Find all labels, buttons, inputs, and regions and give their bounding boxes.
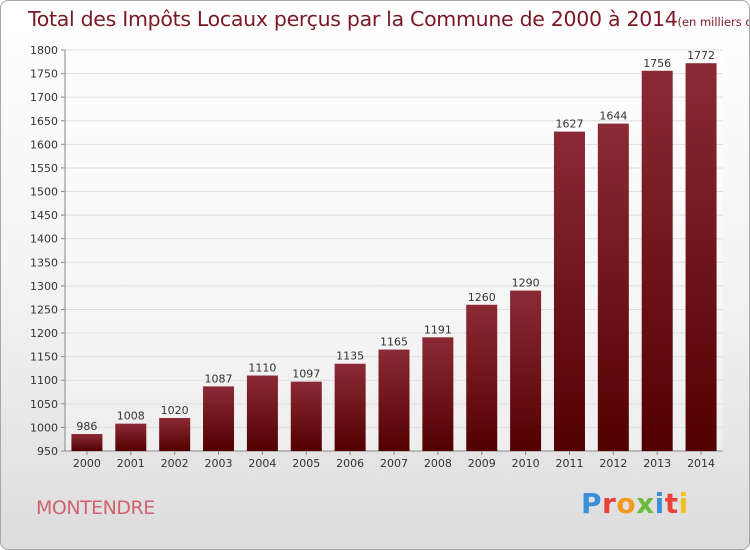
y-tick-label: 1350 [30, 256, 58, 269]
labels: 950 1000 1050 1100 1150 1200 1250 1300 1350 1400 1… [30, 44, 715, 470]
bar-2009 [466, 304, 498, 451]
y-tick-label: 1050 [30, 398, 58, 411]
bar-value-label: 1097 [292, 368, 320, 381]
x-tick-label: 2004 [248, 457, 276, 470]
bar-value-label: 1087 [205, 372, 233, 385]
bar-2001 [115, 423, 147, 451]
x-tick-label: 2009 [468, 457, 496, 470]
y-tick-label: 950 [37, 445, 58, 458]
logo-letter: P [581, 487, 603, 520]
x-tick-label: 2006 [336, 457, 364, 470]
x-tick-label: 2012 [599, 457, 627, 470]
x-tick-label: 2013 [643, 457, 671, 470]
bar-2006 [334, 363, 366, 451]
bar-value-label: 1020 [161, 404, 189, 417]
logo-letter: o [616, 487, 637, 520]
y-tick-label: 1300 [30, 280, 58, 293]
x-tick-label: 2001 [117, 457, 145, 470]
chart-title-text: Total des Impôts Locaux perçus par la Co… [28, 7, 678, 31]
bar-value-label: 1290 [512, 277, 540, 290]
bars [71, 63, 717, 452]
bar-value-label: 1008 [117, 410, 145, 423]
logo-letter: x [636, 487, 655, 520]
y-tick-label: 1150 [30, 351, 58, 364]
y-tick-label: 1550 [30, 162, 58, 175]
logo-letter: t [664, 487, 679, 520]
chart-subtitle: (en milliers d'€) [677, 15, 749, 29]
bar-2004 [246, 375, 278, 451]
y-tick-label: 1500 [30, 186, 58, 199]
bar-value-label: 1627 [555, 118, 583, 131]
commune-name: MONTENDRE [36, 497, 155, 519]
bar-value-label: 986 [76, 420, 97, 433]
logo-letter: i [654, 487, 665, 520]
y-tick-label: 1450 [30, 209, 58, 222]
y-tick-label: 1400 [30, 233, 58, 246]
bar-value-label: 1772 [687, 49, 715, 62]
y-tick-label: 1000 [30, 421, 58, 434]
y-tick-label: 1700 [30, 91, 58, 104]
x-tick-label: 2000 [73, 457, 101, 470]
bar-value-label: 1135 [336, 350, 364, 363]
x-tick-label: 2014 [687, 457, 715, 470]
bar-value-label: 1110 [248, 362, 276, 375]
bar-2005 [290, 381, 322, 451]
bar-value-label: 1756 [643, 57, 671, 70]
bar-value-label: 1191 [424, 323, 452, 336]
bar-2012 [597, 123, 629, 451]
bar-2002 [159, 417, 191, 451]
bar-value-label: 1260 [468, 291, 496, 304]
bar-2014 [685, 63, 717, 452]
logo-letter: r [602, 487, 617, 520]
y-tick-label: 1750 [30, 68, 58, 81]
bar-2011 [553, 131, 585, 451]
x-tick-label: 2007 [380, 457, 408, 470]
y-tick-label: 1650 [30, 115, 58, 128]
y-tick-label: 1100 [30, 374, 58, 387]
chart-title: Total des Impôts Locaux perçus par la Co… [28, 7, 749, 31]
x-tick-label: 2003 [205, 457, 233, 470]
y-tick-label: 1800 [30, 44, 58, 57]
bar-2010 [510, 290, 542, 451]
y-tick-label: 1250 [30, 303, 58, 316]
bar-2003 [203, 386, 235, 451]
x-tick-label: 2008 [424, 457, 452, 470]
proxiti-logo[interactable]: Proxiti [581, 487, 689, 520]
y-tick-label: 1200 [30, 327, 58, 340]
logo-letter: i [678, 487, 689, 520]
bar-2013 [641, 70, 673, 451]
x-tick-label: 2011 [555, 457, 583, 470]
bar-value-label: 1644 [599, 110, 627, 123]
bar-value-label: 1165 [380, 336, 408, 349]
bar-2008 [422, 337, 454, 451]
y-tick-label: 1600 [30, 138, 58, 151]
x-tick-label: 2010 [512, 457, 540, 470]
bar-2000 [71, 434, 103, 451]
bar-2007 [378, 349, 410, 451]
x-tick-label: 2002 [161, 457, 189, 470]
x-tick-label: 2005 [292, 457, 320, 470]
